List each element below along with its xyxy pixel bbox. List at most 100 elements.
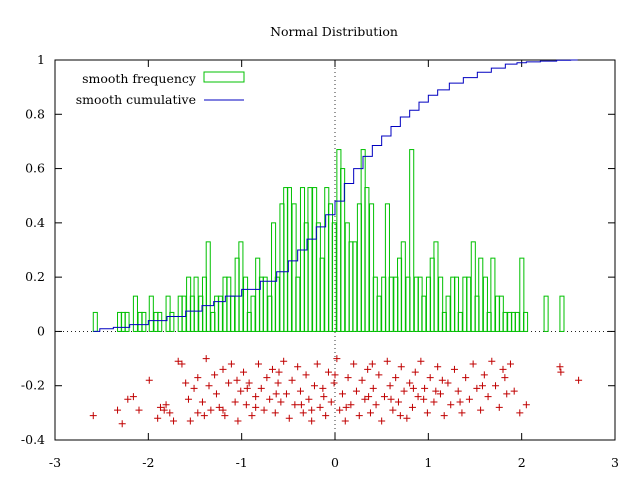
y-tick-label: 0.6 (25, 161, 45, 176)
sample-point (243, 384, 251, 392)
legend-label-smooth-cumulative: smooth cumulative (76, 92, 196, 107)
sample-point (308, 417, 316, 425)
frequency-bar (169, 311, 175, 332)
sample-point (375, 371, 383, 379)
sample-point (397, 363, 405, 371)
sample-point (480, 371, 488, 379)
sample-points (89, 355, 583, 428)
sample-point (344, 374, 352, 382)
frequency-bar (369, 203, 375, 332)
y-tick-label: -0.2 (21, 378, 45, 393)
sample-point (118, 420, 126, 428)
sample-point (233, 376, 241, 384)
x-tick-label: 1 (424, 455, 432, 470)
sample-point (380, 393, 388, 401)
sample-point (322, 412, 330, 420)
sample-point (114, 406, 122, 414)
sample-point (403, 414, 411, 422)
frequency-bar (157, 311, 163, 332)
sample-point (338, 390, 346, 398)
sample-point (408, 403, 416, 411)
sample-point (478, 382, 486, 390)
sample-point (462, 374, 470, 382)
sample-point (320, 393, 328, 401)
sample-point (454, 387, 462, 395)
sample-point (352, 387, 360, 395)
frequency-bar (523, 311, 529, 332)
frequency-bar (243, 276, 249, 332)
frequency-bar (274, 276, 280, 332)
sample-point (392, 374, 400, 382)
sample-point (450, 365, 458, 373)
sample-point (406, 379, 414, 387)
frequency-bar (490, 257, 496, 332)
sample-point (331, 371, 339, 379)
frequency-bar (438, 276, 444, 332)
frequency-bar (250, 295, 256, 332)
y-tick-label: 1 (37, 52, 45, 67)
frequency-bar (400, 241, 406, 332)
frequency-bar (132, 295, 138, 332)
sample-point (294, 363, 302, 371)
sample-point (257, 384, 265, 392)
frequency-bar (409, 149, 415, 332)
sample-point (347, 401, 355, 409)
sample-point (266, 395, 274, 403)
sample-point (160, 406, 168, 414)
sample-point (129, 393, 137, 401)
frequency-bar (286, 187, 292, 332)
sample-point (389, 406, 397, 414)
sample-point (194, 409, 202, 417)
sample-point (358, 376, 366, 384)
sample-point (556, 363, 564, 371)
frequency-bar (364, 187, 370, 332)
sample-point (355, 412, 363, 420)
frequency-bar (433, 241, 439, 332)
sample-point (211, 371, 219, 379)
sample-point (342, 403, 350, 411)
sample-point (297, 401, 305, 409)
frequency-bar (193, 276, 199, 332)
x-tick-label: -2 (142, 455, 154, 470)
sample-point (386, 382, 394, 390)
frequency-bar (319, 257, 325, 332)
sample-point (135, 406, 143, 414)
sample-point (426, 374, 434, 382)
sample-point (282, 390, 290, 398)
sample-point (495, 403, 503, 411)
sample-point (170, 417, 178, 425)
x-tick-label: 3 (611, 455, 619, 470)
sample-point (411, 368, 419, 376)
sample-point (124, 395, 132, 403)
sample-point (477, 406, 485, 414)
sample-point (272, 390, 280, 398)
sample-point (275, 368, 283, 376)
frequency-bar (295, 276, 301, 332)
sample-point (202, 355, 210, 363)
sample-point (465, 395, 473, 403)
sample-point (394, 398, 402, 406)
sample-point (145, 376, 153, 384)
sample-point (440, 412, 448, 420)
sample-point (319, 384, 327, 392)
frequency-bar (457, 311, 463, 332)
sample-point (154, 414, 162, 422)
frequency-bar (291, 203, 297, 332)
cumulative-curve (93, 59, 578, 332)
sample-point (182, 379, 190, 387)
sample-point (372, 401, 380, 409)
sample-point (252, 403, 260, 411)
frequency-bar (543, 295, 549, 332)
sample-point (361, 395, 369, 403)
frequency-bar (148, 295, 154, 332)
y-tick-label: 0.8 (25, 106, 45, 121)
sample-point (458, 409, 466, 417)
sample-point (330, 379, 338, 387)
sample-point (248, 412, 256, 420)
x-tick-label: 0 (331, 455, 339, 470)
sample-point (305, 395, 313, 403)
sample-point (237, 387, 245, 395)
sample-point (313, 360, 321, 368)
frequency-histogram (92, 149, 565, 332)
y-tick-label: -0.4 (21, 432, 45, 447)
